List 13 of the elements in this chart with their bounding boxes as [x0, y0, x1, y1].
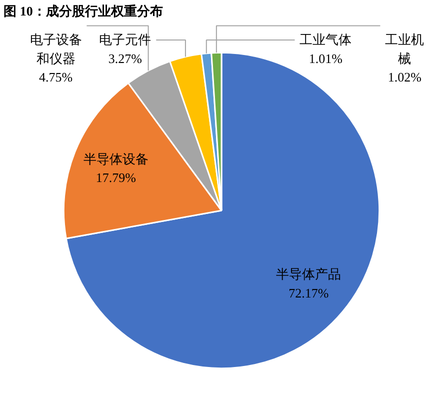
slice-label: 工业气体	[300, 32, 352, 48]
slice-label: 半导体产品	[276, 266, 342, 282]
data-label: 72.17%	[288, 285, 329, 300]
data-label: 1.01%	[308, 50, 343, 66]
data-label: 4.75%	[38, 70, 73, 85]
chart-title: 图 10：成分股行业权重分布	[4, 4, 163, 19]
data-label: 1.02%	[388, 70, 422, 85]
data-label: 17.79%	[96, 170, 136, 186]
slice-label: 电子设备和仪器	[30, 32, 82, 66]
slice-label: 半导体设备	[83, 151, 148, 166]
slice-label: 电子元件	[99, 32, 152, 48]
slice-label: 工业机械	[385, 32, 424, 66]
data-label: 3.27%	[108, 50, 142, 66]
